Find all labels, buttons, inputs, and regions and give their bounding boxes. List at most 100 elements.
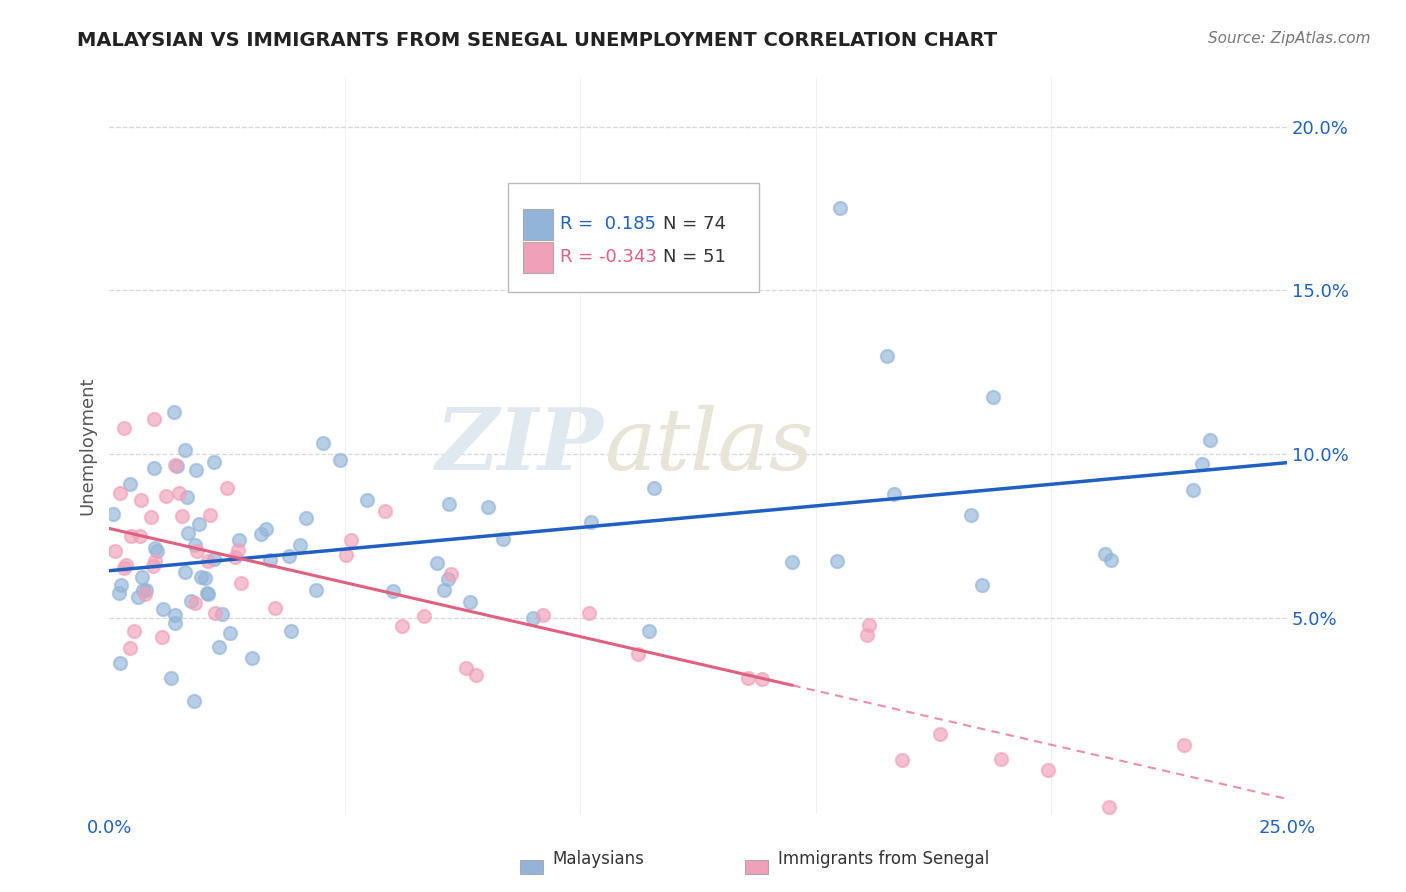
Point xyxy=(167,486,190,500)
Point xyxy=(856,628,879,642)
Point xyxy=(240,651,263,665)
Point xyxy=(127,591,149,605)
Point xyxy=(197,587,219,601)
Point xyxy=(1098,800,1121,814)
Text: N = 51: N = 51 xyxy=(664,248,727,267)
Point xyxy=(454,661,477,675)
Point xyxy=(254,522,277,536)
Point xyxy=(197,554,219,568)
Point xyxy=(412,609,434,624)
Point xyxy=(120,529,142,543)
Point xyxy=(108,586,131,600)
Point xyxy=(391,619,413,633)
Text: ZIP: ZIP xyxy=(436,404,605,487)
Point xyxy=(1173,738,1195,752)
Point xyxy=(135,583,157,598)
Point xyxy=(960,508,983,522)
Point xyxy=(131,570,153,584)
Point xyxy=(163,608,186,623)
Point xyxy=(143,411,166,425)
Point xyxy=(202,454,225,468)
Point xyxy=(578,606,600,620)
Point xyxy=(1199,433,1222,447)
Point xyxy=(643,481,665,495)
Point xyxy=(226,542,249,557)
Point xyxy=(305,582,328,597)
Point xyxy=(124,624,146,638)
Point xyxy=(165,615,187,630)
Point xyxy=(522,611,544,625)
Text: R =  0.185: R = 0.185 xyxy=(560,215,657,234)
Text: Malaysians: Malaysians xyxy=(553,850,644,868)
Point xyxy=(131,493,153,508)
Point xyxy=(983,390,1005,404)
Point xyxy=(204,606,226,620)
Point xyxy=(290,538,312,552)
Point xyxy=(492,532,515,546)
Point xyxy=(229,576,252,591)
Point xyxy=(152,602,174,616)
Point xyxy=(173,442,195,457)
Point xyxy=(110,578,132,592)
Point xyxy=(382,584,405,599)
Point xyxy=(195,585,218,599)
Point xyxy=(143,554,166,568)
Point xyxy=(335,548,357,562)
Point xyxy=(858,618,880,632)
Point xyxy=(477,500,499,515)
Point xyxy=(250,526,273,541)
Point xyxy=(180,594,202,608)
Point xyxy=(437,497,460,511)
Point xyxy=(118,476,141,491)
Point xyxy=(437,572,460,586)
Point xyxy=(184,596,207,610)
Point xyxy=(825,554,848,568)
Point xyxy=(150,630,173,644)
Point xyxy=(187,516,209,531)
Point xyxy=(1099,553,1122,567)
Point xyxy=(139,509,162,524)
Point xyxy=(278,549,301,563)
Point xyxy=(202,551,225,566)
Point xyxy=(280,624,302,638)
Point xyxy=(458,595,481,609)
Point xyxy=(194,571,217,585)
Point xyxy=(211,607,233,621)
Point xyxy=(183,694,205,708)
Point xyxy=(208,640,231,654)
Point xyxy=(356,492,378,507)
Point xyxy=(224,549,246,564)
Point xyxy=(176,491,198,505)
Point xyxy=(828,202,851,216)
Point xyxy=(114,561,136,575)
Point xyxy=(163,404,186,418)
Point xyxy=(312,435,335,450)
Point xyxy=(339,533,361,547)
Point xyxy=(146,544,169,558)
Point xyxy=(177,525,200,540)
Point xyxy=(228,533,250,548)
Point xyxy=(186,543,208,558)
Point xyxy=(170,508,193,523)
Point xyxy=(165,458,187,472)
Point xyxy=(160,672,183,686)
Point xyxy=(1191,457,1213,471)
Text: N = 74: N = 74 xyxy=(664,215,727,234)
Point xyxy=(581,515,603,529)
Point xyxy=(174,565,197,579)
Point xyxy=(166,458,188,473)
Point xyxy=(115,558,138,573)
Point xyxy=(737,671,759,685)
Point xyxy=(876,349,898,363)
Text: R = -0.343: R = -0.343 xyxy=(560,248,657,267)
Point xyxy=(440,566,463,581)
Point xyxy=(218,626,240,640)
Text: MALAYSIAN VS IMMIGRANTS FROM SENEGAL UNEMPLOYMENT CORRELATION CHART: MALAYSIAN VS IMMIGRANTS FROM SENEGAL UNE… xyxy=(77,31,997,50)
Point xyxy=(108,656,131,670)
Point xyxy=(782,555,804,569)
Point xyxy=(186,463,208,477)
Point xyxy=(142,558,165,573)
Point xyxy=(108,486,131,500)
Point xyxy=(259,553,281,567)
Point xyxy=(637,624,659,638)
